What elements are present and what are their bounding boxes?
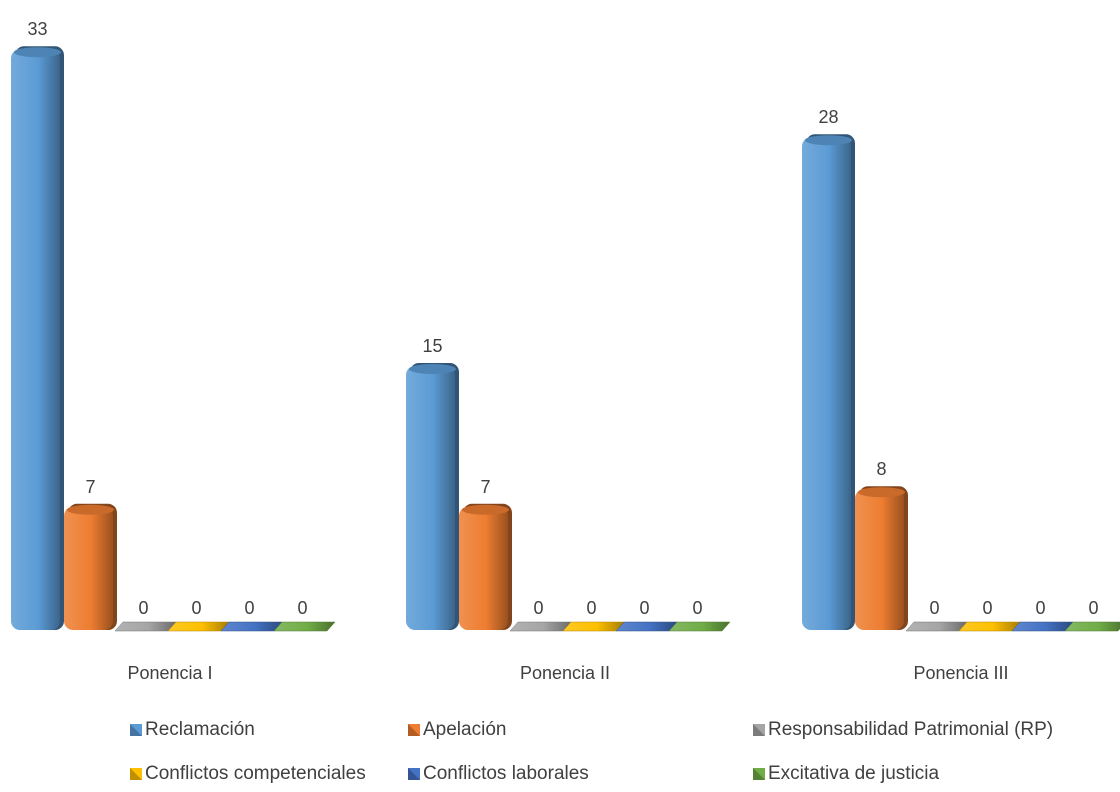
value-labels-layer: 33 7 0 0 0 0 15 7 0 0 0 0 28 8 0 0 0 0 <box>27 19 1098 618</box>
value-label-responsabilidad-patrimonial-rp-2: 0 <box>533 598 543 618</box>
value-label-responsabilidad-patrimonial-rp-1: 0 <box>138 598 148 618</box>
value-label-apelacion-3: 8 <box>876 459 886 479</box>
category-label-2: Ponencia II <box>520 663 610 683</box>
bar-conflictos-competenciales-2 <box>562 621 625 632</box>
bar-apelacion-2 <box>459 503 512 630</box>
bar-cap <box>67 504 114 515</box>
bar-reclamacion-1 <box>11 46 64 630</box>
bar-body <box>459 506 508 630</box>
value-label-reclamacion-2: 15 <box>422 336 442 356</box>
value-label-conflictos-laborales-1: 0 <box>244 598 254 618</box>
bar-responsabilidad-patrimonial-rp-2 <box>509 621 572 632</box>
bar-body <box>64 506 113 630</box>
value-label-apelacion-1: 7 <box>85 477 95 497</box>
bar-body <box>406 366 455 630</box>
bar-body <box>11 49 60 630</box>
value-label-excitativa-de-justicia-3: 0 <box>1088 598 1098 618</box>
bar-apelacion-1 <box>64 503 117 630</box>
value-label-responsabilidad-patrimonial-rp-3: 0 <box>929 598 939 618</box>
value-label-conflictos-competenciales-1: 0 <box>191 598 201 618</box>
category-label-1: Ponencia I <box>127 663 212 683</box>
value-label-conflictos-competenciales-3: 0 <box>982 598 992 618</box>
bar-excitativa-de-justicia-2 <box>668 621 731 632</box>
bar-responsabilidad-patrimonial-rp-1 <box>114 621 177 632</box>
bar-conflictos-laborales-1 <box>220 621 283 632</box>
bar-body <box>802 137 851 630</box>
bar-cap <box>805 135 852 146</box>
bar-conflictos-laborales-3 <box>1011 621 1074 632</box>
bar-cap <box>409 364 456 374</box>
bar-conflictos-competenciales-3 <box>958 621 1021 632</box>
bar-cap <box>462 504 509 515</box>
bar-excitativa-de-justicia-1 <box>273 621 336 632</box>
bar-body <box>855 489 904 630</box>
bar-reclamacion-3 <box>802 134 855 630</box>
bar-responsabilidad-patrimonial-rp-3 <box>905 621 968 632</box>
value-label-excitativa-de-justicia-1: 0 <box>297 598 307 618</box>
category-labels-layer: Ponencia I Ponencia II Ponencia III <box>127 663 1008 683</box>
value-label-conflictos-laborales-3: 0 <box>1035 598 1045 618</box>
category-label-3: Ponencia III <box>913 663 1008 683</box>
value-label-conflictos-competenciales-2: 0 <box>586 598 596 618</box>
bar-conflictos-competenciales-1 <box>167 621 230 632</box>
value-label-excitativa-de-justicia-2: 0 <box>692 598 702 618</box>
value-label-conflictos-laborales-2: 0 <box>639 598 649 618</box>
bar-conflictos-laborales-2 <box>615 621 678 632</box>
bar-apelacion-3 <box>855 486 908 630</box>
value-label-apelacion-2: 7 <box>480 477 490 497</box>
bar-cap <box>14 47 61 58</box>
bar-excitativa-de-justicia-3 <box>1064 621 1120 632</box>
bar-reclamacion-2 <box>406 363 459 630</box>
bar-cap <box>858 487 905 498</box>
value-label-reclamacion-3: 28 <box>818 107 838 127</box>
value-label-reclamacion-1: 33 <box>27 19 47 39</box>
bars-layer <box>11 46 1120 632</box>
